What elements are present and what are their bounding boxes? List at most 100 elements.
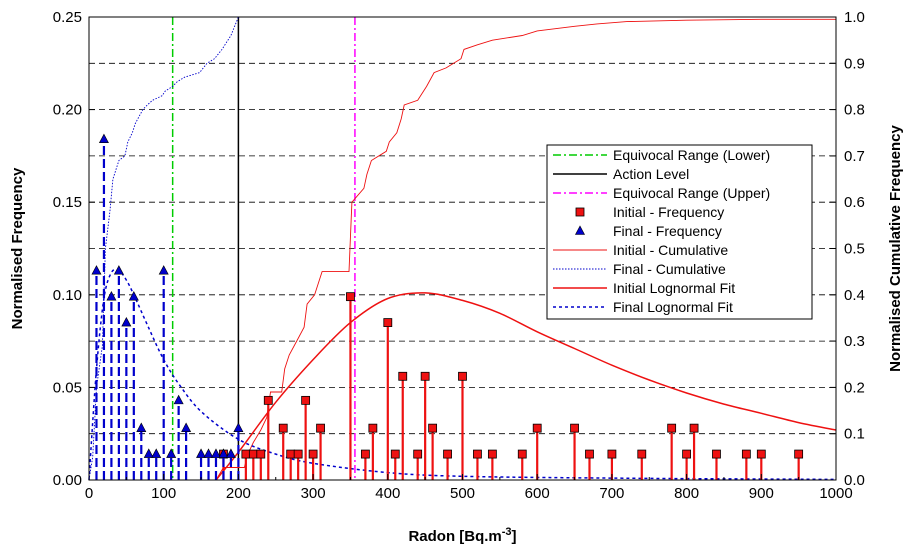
legend-label: Equivocal Range (Upper) <box>613 185 770 201</box>
legend-item: Initial - Cumulative <box>553 242 728 258</box>
final-frequency-marker <box>121 316 132 327</box>
legend-label: Initial - Cumulative <box>613 242 728 258</box>
y-right-tick-label: 1.0 <box>844 9 865 26</box>
initial-frequency-marker <box>413 449 423 459</box>
legend-swatch <box>575 207 585 217</box>
y-right-tick-label: 0.7 <box>844 148 865 165</box>
legend-label: Action Level <box>613 166 689 182</box>
y-right-tick-label: 0.4 <box>844 287 865 304</box>
y-axis-right-title: Normalised Cumulative Frequency <box>887 124 904 371</box>
initial-frequency-marker <box>532 423 542 433</box>
final-cumulative-line <box>88 16 836 481</box>
reference-lines <box>171 17 356 480</box>
final-frequency-marker <box>233 422 244 432</box>
initial-frequency-marker <box>346 292 355 302</box>
initial-frequency-marker <box>278 423 288 433</box>
legend-item: Final - Frequency <box>575 223 722 239</box>
final-frequency-marker <box>113 265 124 275</box>
x-tick-label: 800 <box>674 485 699 502</box>
initial-frequency-marker <box>286 449 296 459</box>
legend-label: Initial - Frequency <box>613 204 724 220</box>
final-lognormal-fit <box>88 268 837 481</box>
initial-frequency-marker <box>756 449 766 459</box>
final-frequency-marker <box>136 422 147 432</box>
initial-frequency-marker <box>473 449 482 459</box>
y-left-tick-label: 0.00 <box>53 472 82 489</box>
initial-frequency-marker <box>368 423 378 433</box>
legend-item: Action Level <box>553 166 689 182</box>
final-frequency-marker <box>98 133 109 144</box>
legend-label: Initial Lognormal Fit <box>613 280 735 296</box>
y-right-tick-label: 0.1 <box>844 426 865 443</box>
x-tick-label: 500 <box>450 485 475 502</box>
initial-frequency-marker <box>293 449 303 459</box>
x-tick-label: 0 <box>85 485 93 502</box>
y-right-tick-label: 0.0 <box>844 472 865 489</box>
y-left-tick-label: 0.10 <box>53 287 82 304</box>
x-tick-label: 1000 <box>819 485 852 502</box>
initial-frequency-marker <box>383 318 393 327</box>
y-right-tick-label: 0.8 <box>844 102 865 119</box>
initial-frequency-marker <box>308 449 318 459</box>
initial-frequency-marker <box>398 371 408 381</box>
x-tick-label: 100 <box>151 485 176 502</box>
legend-item: Initial Lognormal Fit <box>553 280 735 296</box>
final-frequency-marker <box>181 422 192 432</box>
final-frequency-marker <box>91 265 102 275</box>
legend-item: Initial - Frequency <box>575 204 724 220</box>
legend-label: Final - Cumulative <box>613 261 726 277</box>
final-frequency-marker <box>106 291 117 301</box>
initial-frequency-marker <box>390 449 400 459</box>
legend-label: Final Lognormal Fit <box>613 299 733 315</box>
initial-frequency-marker <box>741 449 751 459</box>
final-frequency-marker <box>203 448 214 458</box>
x-tick-label: 900 <box>749 485 774 502</box>
x-axis-title: Radon [Bq.m-3] <box>408 526 516 545</box>
final-frequency-marker <box>158 265 169 275</box>
final-frequency-marker <box>151 448 162 458</box>
final-frequency-marker <box>196 448 207 458</box>
initial-frequency-marker <box>712 449 721 459</box>
x-tick-label: 200 <box>226 485 251 502</box>
initial-cumulative-line <box>215 18 836 481</box>
legend-item: Final Lognormal Fit <box>553 299 733 315</box>
initial-frequency-marker <box>794 449 804 459</box>
x-tick-label: 300 <box>301 485 326 502</box>
initial-frequency-marker <box>360 449 370 459</box>
final-frequency-marker <box>143 448 154 458</box>
x-tick-label: 400 <box>375 485 400 502</box>
y-left-tick-label: 0.20 <box>53 102 82 119</box>
legend-item: Equivocal Range (Lower) <box>553 147 770 163</box>
final-frequency-marker <box>128 291 139 301</box>
initial-frequency-marker <box>316 423 325 433</box>
y-right-tick-label: 0.5 <box>844 241 865 258</box>
x-tick-label: 700 <box>599 485 624 502</box>
initial-frequency-marker <box>263 395 273 405</box>
legend: Equivocal Range (Lower) Action Level Equiv… <box>546 144 813 320</box>
y-right-tick-label: 0.9 <box>844 55 865 72</box>
initial-frequency-marker <box>607 449 617 459</box>
y-left-tick-label: 0.05 <box>53 379 82 396</box>
gridlines <box>89 62 836 435</box>
y-left-tick-label: 0.15 <box>53 194 82 211</box>
final-frequency-marker <box>166 448 177 458</box>
initial-frequency-marker <box>570 423 579 433</box>
axis-ticks: 0 100 200 300 400 500 600 700 800 900 1000 0.00 0.05… <box>53 9 865 502</box>
initial-frequency-marker <box>458 371 467 381</box>
initial-frequency-marker <box>443 449 452 459</box>
y-right-tick-label: 0.6 <box>844 194 865 211</box>
initial-frequency-marker <box>487 449 497 459</box>
initial-frequency-marker <box>256 449 266 459</box>
initial-frequency-marker <box>682 449 691 459</box>
y-left-tick-label: 0.25 <box>53 9 82 26</box>
legend-label: Equivocal Range (Lower) <box>613 147 770 163</box>
initial-frequency-marker <box>689 423 699 433</box>
initial-frequency-marker <box>667 423 677 433</box>
y-axis-left-title: Normalised Frequency <box>9 167 26 329</box>
final-frequency-marker <box>225 448 236 458</box>
initial-frequency-marker <box>301 395 311 405</box>
initial-frequency-marker <box>637 449 647 459</box>
initial-lognormal-fit <box>215 292 837 481</box>
legend-label: Final - Frequency <box>613 223 722 239</box>
y-right-tick-label: 0.3 <box>844 333 865 350</box>
